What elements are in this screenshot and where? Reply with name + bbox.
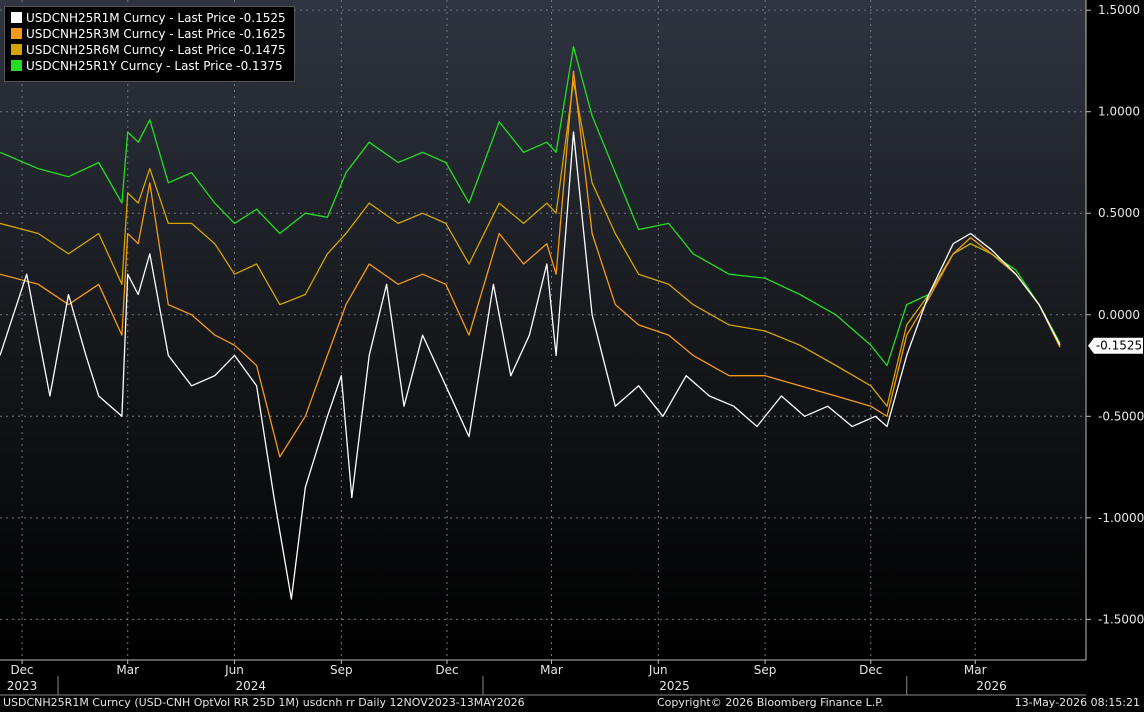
legend-item: USDCNH25R3M Curncy - Last Price -0.1625 xyxy=(11,27,286,43)
legend-item: USDCNH25R6M Curncy - Last Price -0.1475 xyxy=(11,43,286,59)
legend-label: USDCNH25R1Y Curncy - Last Price -0.1375 xyxy=(26,59,283,73)
y-axis: 1.5000 1.0000 0.5000 0.0000 -0.5000 -1.0000 -1… xyxy=(1086,3,1144,626)
last-value-label: -0.1525 xyxy=(1096,339,1142,353)
x-tick-label: Sep xyxy=(330,663,353,677)
x-year-label: 2025 xyxy=(659,679,690,693)
x-year-label: 2023 xyxy=(7,679,38,693)
legend-swatch xyxy=(11,12,22,23)
y-tick-label: 0.0000 xyxy=(1098,308,1140,322)
x-tick-label: Dec xyxy=(10,663,33,677)
last-value-tag xyxy=(1088,337,1143,354)
x-year-label: 2024 xyxy=(236,679,267,693)
series-line xyxy=(0,46,1061,367)
y-tick-label: -1.0000 xyxy=(1098,511,1144,525)
legend-label: USDCNH25R3M Curncy - Last Price -0.1625 xyxy=(26,27,286,41)
footer-timestamp: 13-May-2026 08:15:21 xyxy=(1014,696,1140,709)
legend-swatch xyxy=(11,28,22,39)
x-tick-label: Jun xyxy=(648,663,668,677)
series-line xyxy=(0,70,1061,458)
legend: USDCNH25R1M Curncy - Last Price -0.1525 … xyxy=(4,6,295,82)
x-tick-label: Sep xyxy=(754,663,777,677)
footer-copyright: Copyright© 2026 Bloomberg Finance L.P. xyxy=(657,696,884,709)
series-line xyxy=(0,80,1061,407)
x-tick-label: Mar xyxy=(540,663,563,677)
plot-background xyxy=(0,0,1086,660)
x-tick-label: Dec xyxy=(435,663,458,677)
x-tick-label: Mar xyxy=(116,663,139,677)
y-tick-label: -1.5000 xyxy=(1098,612,1144,626)
legend-label: USDCNH25R1M Curncy - Last Price -0.1525 xyxy=(26,11,286,25)
y-tick-label: 1.5000 xyxy=(1098,3,1140,17)
legend-item: USDCNH25R1Y Curncy - Last Price -0.1375 xyxy=(11,59,283,75)
legend-item: USDCNH25R1M Curncy - Last Price -0.1525 xyxy=(11,11,286,27)
series-line xyxy=(0,131,1061,600)
x-year-label: 2026 xyxy=(976,679,1007,693)
legend-label: USDCNH25R6M Curncy - Last Price -0.1475 xyxy=(26,43,286,57)
series-group xyxy=(0,46,1061,600)
x-tick-label: Mar xyxy=(964,663,987,677)
grid xyxy=(0,0,1086,660)
y-tick-label: 1.0000 xyxy=(1098,105,1140,119)
legend-swatch xyxy=(11,44,22,55)
last-value-marker: -0.1525 xyxy=(1088,337,1143,354)
x-axis: Dec Mar Jun Sep Dec Mar Jun Sep Dec Mar 2023 2024 20… xyxy=(0,659,1086,696)
x-tick-label: Dec xyxy=(859,663,882,677)
footer-security-description: USDCNH25R1M Curncy (USD-CNH OptVol RR 25… xyxy=(3,696,525,709)
x-tick-label: Jun xyxy=(224,663,244,677)
legend-swatch xyxy=(11,60,22,71)
y-tick-label: -0.5000 xyxy=(1098,409,1144,423)
y-tick-label: 0.5000 xyxy=(1098,206,1140,220)
